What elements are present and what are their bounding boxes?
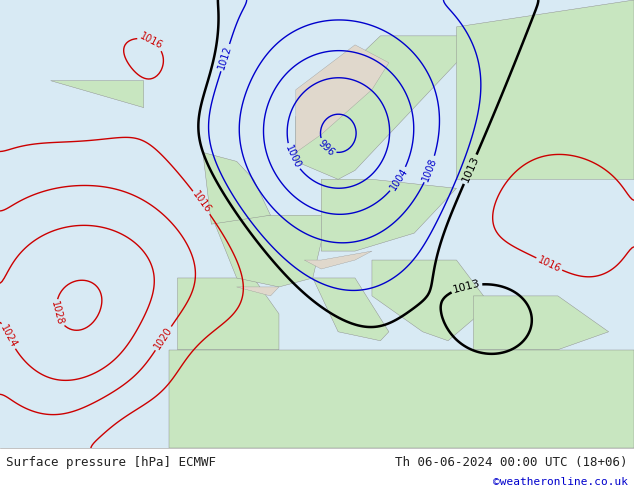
Text: 1004: 1004 <box>388 167 410 193</box>
Text: 1013: 1013 <box>451 278 481 295</box>
Text: 1016: 1016 <box>190 190 212 216</box>
Text: 1016: 1016 <box>138 31 164 51</box>
Text: 1028: 1028 <box>49 300 65 326</box>
Text: 996: 996 <box>316 138 337 157</box>
Text: 1013: 1013 <box>460 154 481 184</box>
Text: 1024: 1024 <box>0 323 19 349</box>
Text: 1008: 1008 <box>421 156 439 182</box>
Text: Th 06-06-2024 00:00 UTC (18+06): Th 06-06-2024 00:00 UTC (18+06) <box>395 456 628 469</box>
Text: 1020: 1020 <box>152 325 174 351</box>
Text: 1012: 1012 <box>217 45 234 71</box>
Text: ©weatheronline.co.uk: ©weatheronline.co.uk <box>493 477 628 487</box>
Text: 1000: 1000 <box>283 144 302 170</box>
Text: 1016: 1016 <box>536 254 562 274</box>
Text: Surface pressure [hPa] ECMWF: Surface pressure [hPa] ECMWF <box>6 456 216 469</box>
